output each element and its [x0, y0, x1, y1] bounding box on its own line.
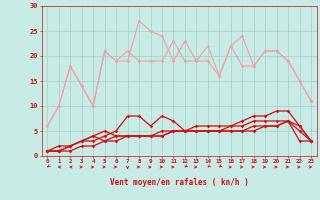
X-axis label: Vent moyen/en rafales ( kn/h ): Vent moyen/en rafales ( kn/h )	[110, 178, 249, 187]
